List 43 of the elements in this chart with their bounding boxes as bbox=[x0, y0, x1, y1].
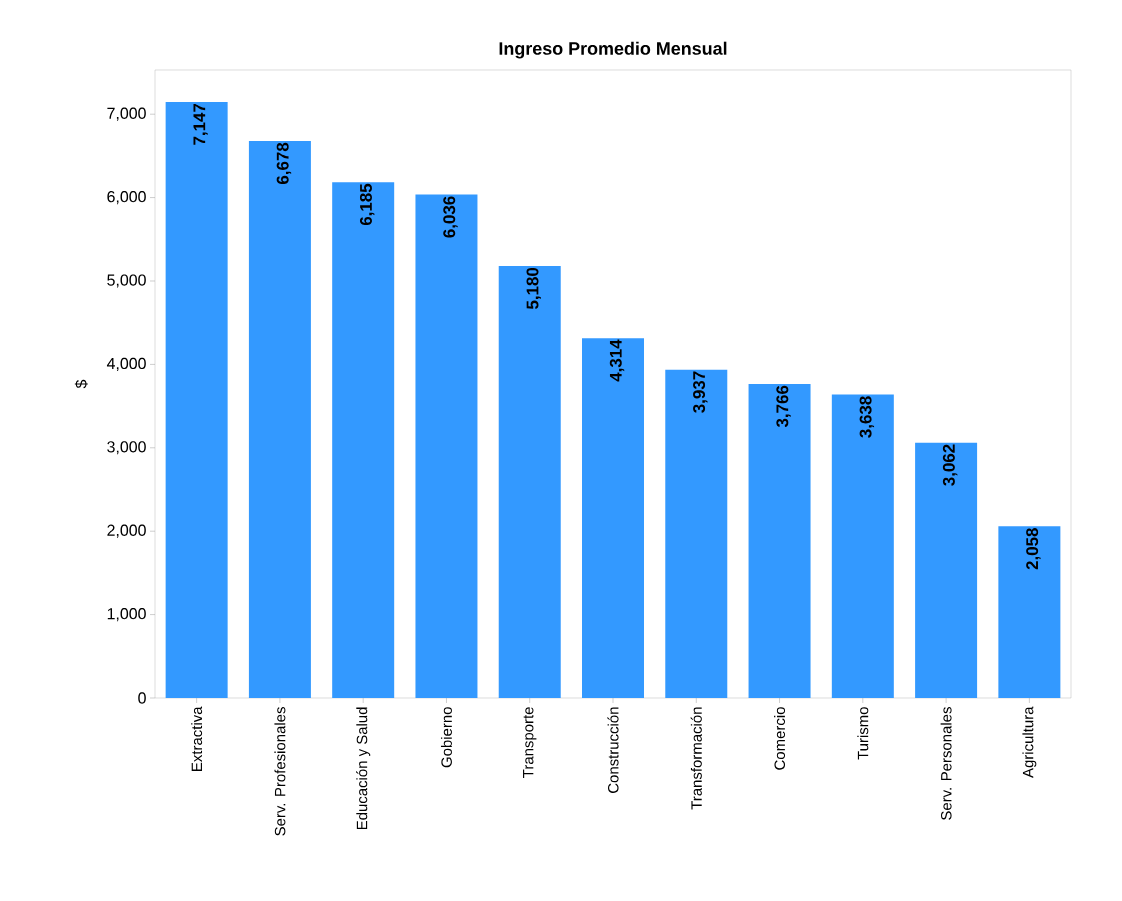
bar bbox=[998, 526, 1061, 698]
bar bbox=[915, 442, 978, 698]
data-label: 6,036 bbox=[443, 196, 458, 238]
x-tick-label: Educación y Salud bbox=[356, 707, 371, 830]
y-tick-label: 2,000 bbox=[107, 524, 146, 538]
x-tick-label: Serv. Personales bbox=[940, 707, 952, 820]
x-tick-label: Transformación bbox=[690, 707, 702, 810]
x-tick-label: Construcción bbox=[607, 707, 619, 793]
data-label: 7,147 bbox=[193, 103, 208, 145]
y-tick-label: 5,000 bbox=[107, 274, 146, 288]
y-tick-label: 7,000 bbox=[107, 107, 146, 121]
data-label: 3,062 bbox=[942, 444, 958, 486]
data-label: 3,638 bbox=[859, 396, 875, 438]
data-label: 6,185 bbox=[359, 183, 375, 226]
data-label: 6,678 bbox=[276, 142, 292, 185]
data-label: 2,058 bbox=[1026, 528, 1041, 570]
y-tick-label: 1,000 bbox=[107, 608, 146, 622]
bar bbox=[415, 194, 478, 698]
bar bbox=[748, 383, 811, 698]
data-label: 4,314 bbox=[609, 339, 625, 382]
data-label: 3,937 bbox=[693, 371, 708, 413]
bar bbox=[582, 338, 644, 698]
bar bbox=[248, 141, 311, 698]
bar bbox=[498, 265, 561, 698]
x-tick-label: Extractiva bbox=[191, 706, 203, 771]
y-tick-label: 4,000 bbox=[106, 357, 146, 371]
x-tick-label: Transporte bbox=[523, 707, 537, 778]
chart-title: Ingreso Promedio Mensual bbox=[499, 41, 727, 59]
y-tick-label: 0 bbox=[138, 692, 146, 704]
data-label: 5,180 bbox=[526, 267, 541, 310]
x-tick-label: Agricultura bbox=[1022, 706, 1037, 778]
y-axis-title: $ bbox=[74, 379, 88, 389]
bar bbox=[332, 182, 395, 698]
bar bbox=[165, 101, 228, 698]
x-tick-label: Gobierno bbox=[440, 707, 452, 768]
x-tick-label: Comercio bbox=[774, 707, 786, 770]
bar bbox=[665, 369, 728, 698]
y-tick-label: 3,000 bbox=[107, 441, 146, 455]
x-tick-label: Serv. Profesionales bbox=[274, 707, 286, 836]
y-tick-label: 6,000 bbox=[107, 191, 146, 205]
data-label: 3,766 bbox=[776, 385, 791, 428]
bar bbox=[831, 394, 894, 698]
x-tick-label: Turismo bbox=[857, 707, 869, 760]
